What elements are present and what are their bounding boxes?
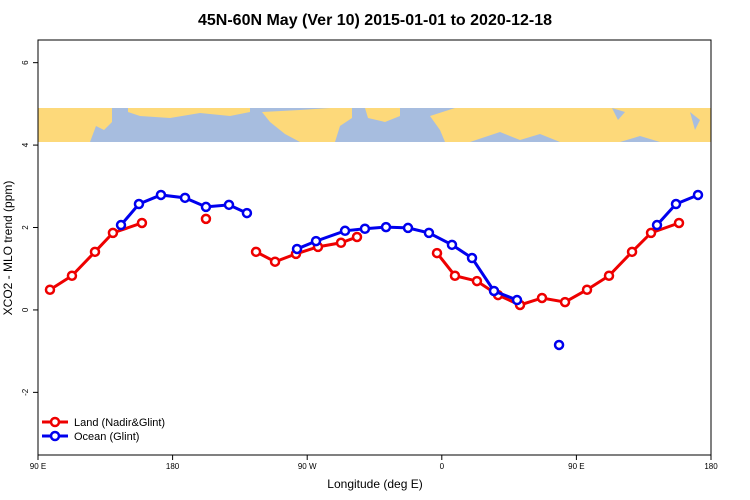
data-point [581, 284, 593, 295]
data-point [423, 227, 435, 239]
y-tick-label: 6 [21, 60, 30, 65]
legend-label: Ocean (Glint) [74, 431, 139, 443]
data-point [670, 198, 682, 210]
data-point [645, 227, 657, 239]
data-point [351, 231, 363, 243]
data-point [107, 227, 119, 239]
y-tick-label: 4 [21, 142, 30, 147]
x-axis-label: Longitude (deg E) [327, 477, 422, 491]
data-point [359, 223, 371, 234]
legend-label: Land (Nadir&Glint) [74, 417, 165, 429]
data-point [536, 292, 548, 304]
y-tick-label: 2 [21, 225, 30, 230]
data-point [488, 285, 500, 297]
x-tick-label: 0 [440, 462, 445, 471]
data-point [115, 219, 127, 231]
x-tick-label: 90 W [298, 462, 317, 471]
legend-marker [49, 416, 61, 428]
data-point [553, 339, 565, 351]
data-point [446, 239, 458, 251]
y-tick-label: -2 [21, 388, 30, 396]
data-point [651, 219, 663, 231]
data-point [179, 192, 191, 204]
data-point [339, 225, 351, 237]
plot-frame [37, 39, 712, 456]
data-point [603, 270, 615, 281]
data-point [155, 189, 167, 201]
map-strip [38, 108, 711, 142]
data-point [89, 246, 101, 258]
data-point [241, 207, 253, 219]
legend-marker [49, 430, 61, 442]
x-tick-label: 90 E [30, 462, 46, 471]
data-point [66, 270, 78, 281]
data-point [466, 252, 478, 264]
data-point [692, 189, 704, 201]
data-point [200, 213, 212, 225]
data-point [250, 246, 262, 258]
y-axis-label: XCO2 - MLO trend (ppm) [1, 181, 15, 316]
data-point [200, 201, 212, 213]
x-tick-label: 180 [704, 462, 718, 471]
data-point [223, 199, 235, 211]
chart-title: 45N-60N May (Ver 10) 2015-01-01 to 2020-… [198, 12, 552, 29]
data-point [269, 256, 281, 267]
data-point [291, 243, 303, 255]
data-point [471, 275, 483, 287]
data-point [310, 235, 322, 247]
data-point [449, 270, 461, 281]
x-tick-label: 180 [166, 462, 180, 471]
y-tick-label: 0 [21, 307, 30, 312]
data-point [673, 217, 685, 229]
data-point [559, 296, 571, 308]
data-point [380, 221, 392, 233]
data-point [626, 246, 638, 258]
data-point [511, 294, 523, 306]
data-point [431, 247, 443, 259]
data-point [136, 217, 148, 229]
data-point [44, 284, 56, 295]
data-point [402, 222, 414, 234]
x-tick-label: 90 E [568, 462, 584, 471]
data-point [335, 237, 347, 249]
data-point [133, 198, 145, 210]
